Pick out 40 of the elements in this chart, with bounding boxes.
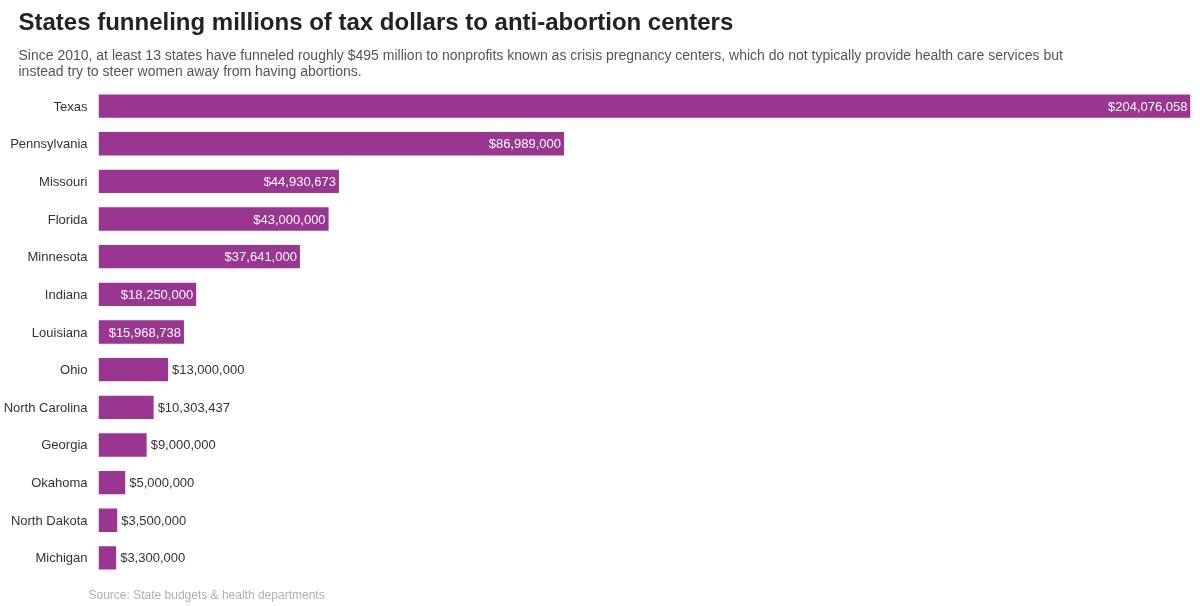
bar xyxy=(98,94,1191,118)
bar xyxy=(98,470,126,495)
chart-title: States funneling millions of tax dollars to anti-abortion centers xyxy=(18,7,734,35)
y-tick-label: Missouri xyxy=(39,173,88,189)
data-label: $43,000,000 xyxy=(253,211,326,227)
y-tick-label: Minnesota xyxy=(27,249,89,265)
bar xyxy=(98,207,329,231)
y-tick-label: Pennsylvania xyxy=(10,136,89,152)
data-label: $15,968,738 xyxy=(108,324,181,340)
y-tick-label: Georgia xyxy=(41,437,89,453)
bar xyxy=(98,245,300,269)
data-label: $9,000,000 xyxy=(150,437,216,453)
y-tick-label: Ohio xyxy=(60,362,88,378)
data-label: $204,076,058 xyxy=(1107,98,1188,114)
bar xyxy=(98,357,169,382)
data-label: $3,300,000 xyxy=(120,550,186,566)
data-label: $13,000,000 xyxy=(172,362,245,378)
data-label: $44,930,673 xyxy=(263,173,336,189)
data-label: $10,303,437 xyxy=(157,399,230,415)
data-label: $5,000,000 xyxy=(129,475,195,491)
data-label: $18,250,000 xyxy=(120,286,194,302)
y-tick-label: Florida xyxy=(47,211,89,227)
bar xyxy=(98,169,339,194)
y-tick-label: North Dakota xyxy=(10,512,89,528)
source-note: Source: State budgets & health departments xyxy=(88,587,325,602)
bar xyxy=(98,132,564,156)
bar xyxy=(98,433,147,457)
data-label: $86,989,000 xyxy=(488,136,561,152)
bar xyxy=(98,395,154,419)
y-tick-label: Indiana xyxy=(44,286,89,302)
y-tick-label: North Carolina xyxy=(3,399,89,415)
y-tick-label: Louisiana xyxy=(31,324,89,340)
y-tick-label: Texas xyxy=(53,98,88,114)
bar xyxy=(98,508,118,532)
y-tick-label: Michigan xyxy=(35,550,88,566)
data-label: $3,500,000 xyxy=(121,512,187,528)
chart-subtitle: Since 2010, at least 13 states have funneled roughly $495 million to nonprofits known as crisis pregnancy centers, which do not typically provide health care services but instead try to steer women away from having abortions. xyxy=(18,46,1063,79)
y-tick-label: Okahoma xyxy=(31,475,89,491)
data-label: $37,641,000 xyxy=(224,249,297,265)
bar xyxy=(98,546,117,570)
